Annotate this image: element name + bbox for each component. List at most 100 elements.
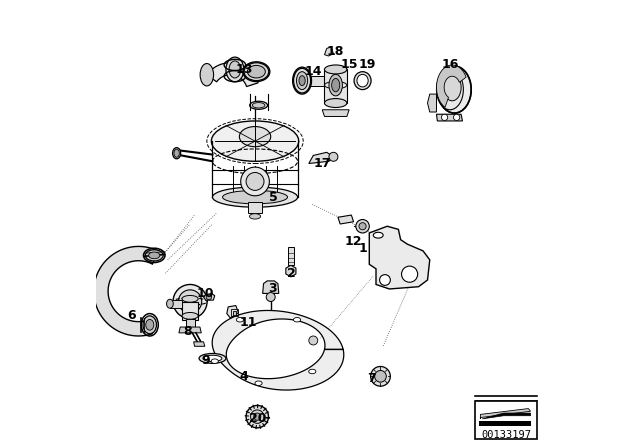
Circle shape <box>253 413 261 420</box>
Text: 10: 10 <box>197 287 214 300</box>
Ellipse shape <box>182 296 198 302</box>
Bar <box>310 76 327 86</box>
Ellipse shape <box>174 149 179 157</box>
Polygon shape <box>286 265 296 277</box>
Ellipse shape <box>252 103 265 108</box>
Ellipse shape <box>436 69 463 110</box>
Bar <box>182 302 198 320</box>
Ellipse shape <box>299 76 305 86</box>
Polygon shape <box>309 152 333 164</box>
Circle shape <box>356 220 369 233</box>
Ellipse shape <box>239 127 271 147</box>
Ellipse shape <box>324 65 347 74</box>
Text: 16: 16 <box>441 58 459 72</box>
Ellipse shape <box>143 316 157 334</box>
Circle shape <box>454 114 460 121</box>
Ellipse shape <box>444 74 461 101</box>
Ellipse shape <box>199 353 226 363</box>
Ellipse shape <box>166 299 173 308</box>
Polygon shape <box>482 413 531 419</box>
Ellipse shape <box>211 121 299 161</box>
Text: 00133197: 00133197 <box>481 430 531 439</box>
Text: 19: 19 <box>358 58 376 72</box>
Bar <box>186 319 195 327</box>
Circle shape <box>251 410 264 423</box>
Polygon shape <box>323 110 349 116</box>
Text: 5: 5 <box>269 190 277 204</box>
Text: 1: 1 <box>358 242 367 255</box>
Circle shape <box>309 336 318 345</box>
Bar <box>248 202 262 213</box>
Ellipse shape <box>148 252 160 259</box>
Text: 15: 15 <box>340 58 358 72</box>
Polygon shape <box>194 342 205 346</box>
Polygon shape <box>481 409 531 419</box>
Ellipse shape <box>182 313 198 319</box>
Polygon shape <box>179 327 202 333</box>
Ellipse shape <box>294 318 301 322</box>
Text: 20: 20 <box>248 412 266 426</box>
Circle shape <box>401 266 418 282</box>
Polygon shape <box>436 114 463 121</box>
Bar <box>324 69 347 103</box>
Polygon shape <box>227 306 239 318</box>
Text: 9: 9 <box>202 354 210 367</box>
Text: 17: 17 <box>314 157 331 170</box>
Circle shape <box>442 114 448 121</box>
Bar <box>231 309 237 316</box>
Circle shape <box>374 370 387 382</box>
Circle shape <box>371 366 390 386</box>
Text: 4: 4 <box>239 370 248 383</box>
Ellipse shape <box>173 148 180 159</box>
Polygon shape <box>338 215 354 224</box>
Circle shape <box>173 284 207 319</box>
Ellipse shape <box>373 233 383 238</box>
Polygon shape <box>262 281 279 293</box>
Ellipse shape <box>229 61 241 78</box>
Polygon shape <box>436 65 466 108</box>
Text: 2: 2 <box>287 267 295 280</box>
Ellipse shape <box>145 250 163 261</box>
Bar <box>233 311 236 315</box>
Circle shape <box>329 152 338 161</box>
Text: 7: 7 <box>367 372 376 385</box>
Polygon shape <box>204 293 215 300</box>
Text: 14: 14 <box>305 65 322 78</box>
Text: 8: 8 <box>184 325 192 338</box>
Ellipse shape <box>438 66 471 113</box>
Ellipse shape <box>296 72 308 90</box>
Ellipse shape <box>200 64 214 86</box>
Circle shape <box>246 405 269 428</box>
Text: 13: 13 <box>235 63 253 76</box>
Ellipse shape <box>324 99 347 108</box>
Text: 6: 6 <box>127 309 136 323</box>
Circle shape <box>266 293 275 302</box>
Circle shape <box>206 294 212 300</box>
Ellipse shape <box>146 319 154 330</box>
Ellipse shape <box>255 381 262 385</box>
Ellipse shape <box>354 72 371 90</box>
Ellipse shape <box>250 214 260 219</box>
Ellipse shape <box>250 101 268 109</box>
Text: 18: 18 <box>327 45 344 58</box>
Polygon shape <box>369 226 430 289</box>
Ellipse shape <box>294 69 310 93</box>
Polygon shape <box>324 47 333 56</box>
Ellipse shape <box>223 190 287 204</box>
Text: 3: 3 <box>269 282 277 296</box>
Circle shape <box>246 172 264 190</box>
Ellipse shape <box>332 78 340 92</box>
Polygon shape <box>207 63 258 86</box>
Ellipse shape <box>203 355 222 362</box>
Text: 12: 12 <box>345 235 362 249</box>
Bar <box>170 300 182 308</box>
Bar <box>475 401 538 439</box>
Polygon shape <box>94 246 159 336</box>
Ellipse shape <box>244 63 269 81</box>
Ellipse shape <box>248 65 266 78</box>
Ellipse shape <box>226 57 244 82</box>
Ellipse shape <box>211 359 218 363</box>
Circle shape <box>359 223 366 230</box>
Text: 11: 11 <box>239 316 257 329</box>
Polygon shape <box>212 310 344 390</box>
